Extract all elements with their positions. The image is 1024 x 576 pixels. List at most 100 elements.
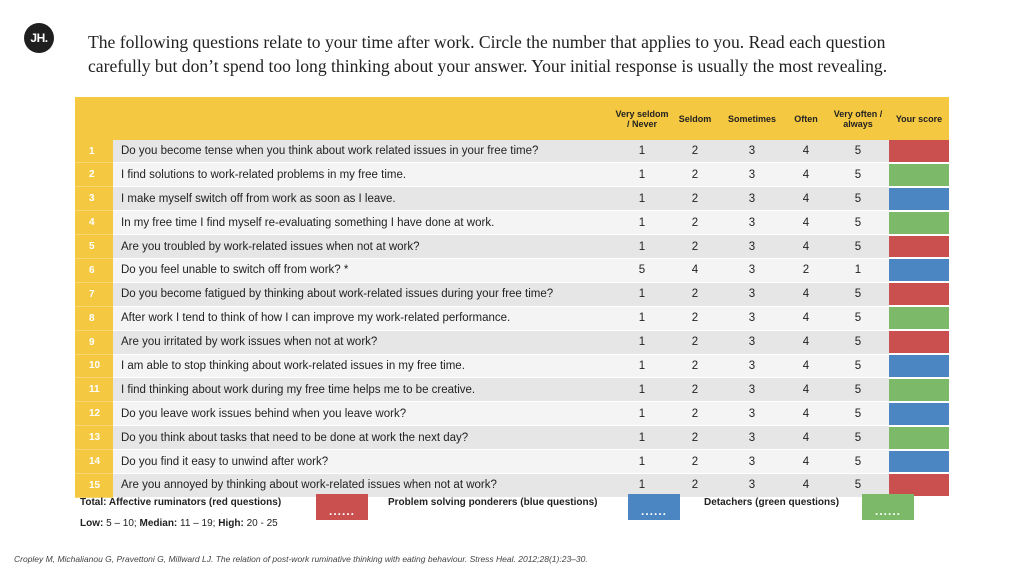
score-cell-green[interactable] [889,425,949,451]
answer-option[interactable]: 3 [719,234,785,259]
answer-option[interactable]: 5 [827,234,889,259]
answer-option[interactable]: 2 [671,234,719,259]
answer-option[interactable]: 4 [785,162,827,188]
answer-option[interactable]: 5 [827,282,889,307]
answer-option[interactable]: 5 [827,354,889,379]
answer-option[interactable]: 5 [827,330,889,355]
answer-option[interactable]: 1 [613,377,671,403]
answer-option[interactable]: 1 [613,330,671,355]
answer-option[interactable]: 4 [785,140,827,164]
score-cell-red[interactable] [889,282,949,308]
score-cell-green[interactable] [889,210,949,236]
answer-option[interactable]: 2 [671,449,719,474]
answer-option[interactable]: 5 [827,186,889,212]
score-cell-blue[interactable] [889,449,949,475]
answer-option[interactable]: 2 [671,473,719,498]
answer-option[interactable]: 3 [719,186,785,212]
answer-option[interactable]: 1 [613,282,671,307]
answer-option[interactable]: 4 [785,425,827,451]
answer-option[interactable]: 4 [785,330,827,355]
answer-option[interactable]: 1 [613,186,671,212]
answer-option[interactable]: 3 [719,210,785,236]
answer-option[interactable]: 2 [671,377,719,403]
answer-option[interactable]: 2 [671,401,719,427]
answer-option[interactable]: 3 [719,354,785,379]
score-cell-green[interactable] [889,162,949,188]
score-cell-blue[interactable] [889,258,949,284]
answer-option[interactable]: 5 [827,140,889,164]
answer-option[interactable]: 4 [785,186,827,212]
answer-option[interactable]: 4 [785,401,827,427]
green-score-box[interactable]: ...... [862,494,914,520]
question-text: Do you find it easy to unwind after work… [113,449,613,474]
answer-option[interactable]: 4 [785,282,827,307]
answer-option[interactable]: 3 [719,306,785,331]
question-text: Do you become tense when you think about… [113,140,613,164]
answer-option[interactable]: 5 [613,258,671,283]
answer-option[interactable]: 4 [785,354,827,379]
score-cell-red[interactable] [889,330,949,356]
header-number [75,97,113,140]
table-row: 6 Do you feel unable to switch off from w… [75,258,949,284]
question-text: In my free time I find myself re-evaluat… [113,210,613,236]
question-number: 13 [75,425,113,451]
answer-option[interactable]: 4 [785,306,827,331]
answer-option[interactable]: 5 [827,210,889,236]
answer-option[interactable]: 2 [671,425,719,451]
score-cell-red[interactable] [889,234,949,260]
answer-option[interactable]: 1 [613,401,671,427]
answer-option[interactable]: 1 [613,140,671,164]
answer-option[interactable]: 3 [719,401,785,427]
answer-option[interactable]: 2 [671,162,719,188]
score-cell-red[interactable] [889,473,949,499]
answer-option[interactable]: 5 [827,306,889,331]
score-cell-green[interactable] [889,306,949,332]
answer-option[interactable]: 1 [613,306,671,331]
answer-option[interactable]: 2 [671,330,719,355]
answer-option[interactable]: 2 [671,282,719,307]
score-cell-blue[interactable] [889,186,949,212]
answer-option[interactable]: 1 [613,234,671,259]
answer-option[interactable]: 5 [827,377,889,403]
intro-text: The following questions relate to your t… [88,30,988,78]
score-cell-blue[interactable] [889,354,949,379]
answer-option[interactable]: 2 [671,186,719,212]
answer-option[interactable]: 3 [719,140,785,164]
score-cell-red[interactable] [889,140,949,164]
answer-option[interactable]: 1 [613,449,671,474]
answer-option[interactable]: 3 [719,425,785,451]
score-cell-blue[interactable] [889,401,949,427]
question-number: 9 [75,330,113,355]
answer-option[interactable]: 1 [613,162,671,188]
answer-option[interactable]: 1 [827,258,889,283]
answer-option[interactable]: 3 [719,282,785,307]
answer-option[interactable]: 5 [827,425,889,451]
answer-option[interactable]: 2 [671,140,719,164]
answer-option[interactable]: 4 [785,234,827,259]
answer-option[interactable]: 4 [785,210,827,236]
answer-option[interactable]: 1 [613,210,671,236]
answer-option[interactable]: 3 [719,258,785,283]
answer-option[interactable]: 2 [671,306,719,331]
blue-score-box[interactable]: ...... [628,494,680,520]
answer-option[interactable]: 3 [719,449,785,474]
red-score-box[interactable]: ...... [316,494,368,520]
answer-option[interactable]: 2 [785,258,827,283]
answer-option[interactable]: 3 [719,473,785,498]
answer-option[interactable]: 4 [785,449,827,474]
answer-option[interactable]: 3 [719,377,785,403]
answer-option[interactable]: 3 [719,162,785,188]
answer-option[interactable]: 4 [785,473,827,498]
answer-option[interactable]: 5 [827,449,889,474]
score-cell-green[interactable] [889,377,949,403]
answer-option[interactable]: 5 [827,162,889,188]
answer-option[interactable]: 2 [671,354,719,379]
answer-option[interactable]: 4 [671,258,719,283]
answer-option[interactable]: 1 [613,425,671,451]
answer-option[interactable]: 3 [719,330,785,355]
answer-option[interactable]: 2 [671,210,719,236]
answer-option[interactable]: 1 [613,354,671,379]
answer-option[interactable]: 5 [827,401,889,427]
answer-option[interactable]: 5 [827,473,889,498]
answer-option[interactable]: 4 [785,377,827,403]
